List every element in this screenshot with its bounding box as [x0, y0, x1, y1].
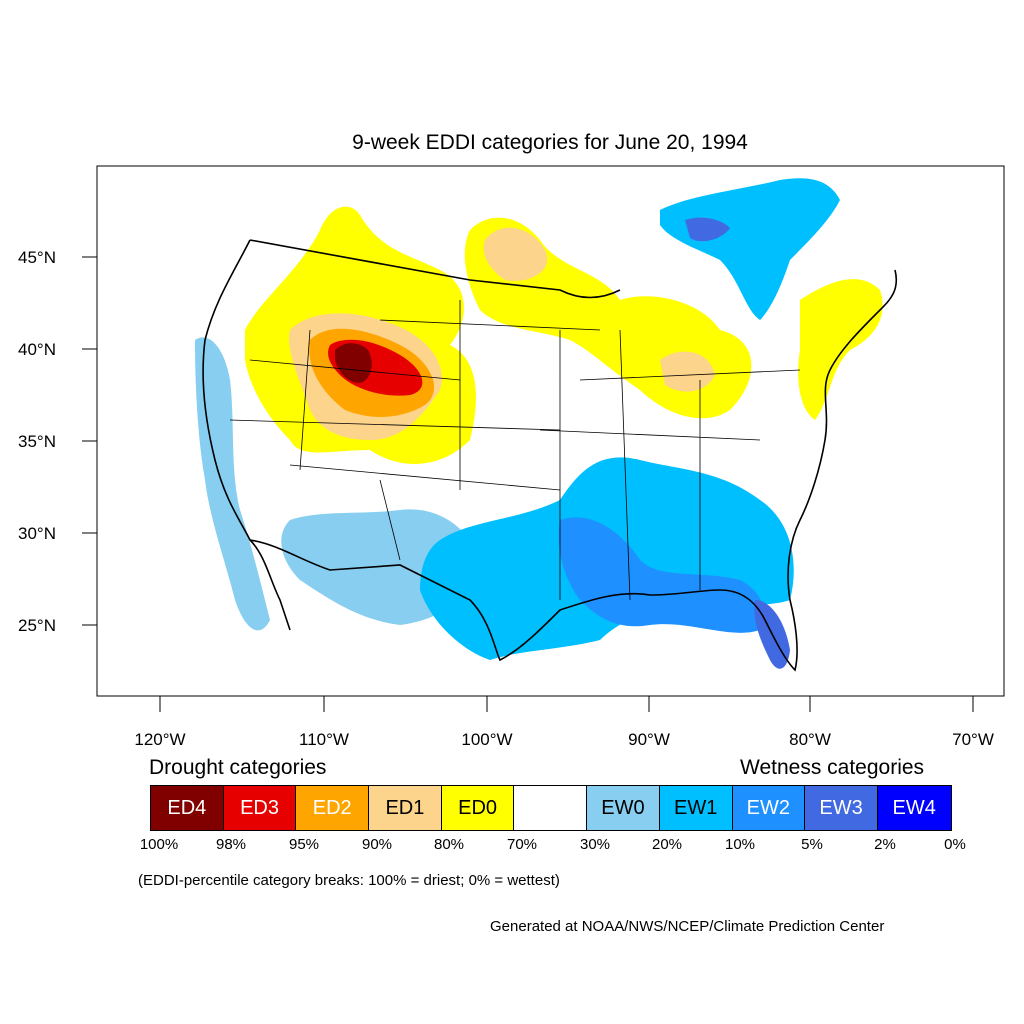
lon-label: 100°W	[461, 730, 512, 749]
legend-box-ew0: EW0	[587, 786, 660, 830]
category-colorbar: ED4 ED3 ED2 ED1 ED0 EW0 EW1 EW2 EW3 EW4	[150, 785, 952, 831]
break-label: 5%	[801, 836, 823, 853]
lon-label: 120°W	[134, 730, 185, 749]
break-label: 2%	[874, 836, 896, 853]
lat-label: 25°N	[18, 616, 56, 635]
break-label: 0%	[944, 836, 966, 853]
break-label: 80%	[433, 836, 465, 853]
legend-box-ed1: ED1	[369, 786, 442, 830]
state-boundaries	[229, 300, 801, 601]
drought-categories-heading: Drought categories	[149, 756, 327, 779]
legend-label: ED2	[312, 796, 352, 819]
lat-label: 35°N	[18, 432, 56, 451]
ew2-region-gulf	[558, 517, 764, 633]
coastline-outline	[202, 239, 898, 672]
lon-label: 80°W	[789, 730, 831, 749]
break-label: 10%	[724, 836, 756, 853]
legend-label: ED1	[385, 796, 425, 819]
legend-label: ED4	[167, 796, 207, 819]
ew3-region-canada	[685, 217, 730, 242]
legend-label: ED0	[458, 796, 498, 819]
break-label: 95%	[288, 836, 320, 853]
legend-box-ed3: ED3	[223, 786, 297, 830]
wetness-categories-heading: Wetness categories	[740, 756, 925, 779]
legend-label: EW4	[892, 796, 936, 819]
lon-label: 90°W	[628, 730, 670, 749]
map-frame	[96, 165, 1005, 697]
break-label: 98%	[215, 836, 247, 853]
legend-label: EW3	[819, 796, 863, 819]
break-label: 90%	[361, 836, 393, 853]
legend-label: EW2	[746, 796, 791, 819]
legend-label: EW1	[673, 796, 718, 819]
category-note: (EDDI-percentile category breaks: 100% =…	[138, 872, 560, 889]
lat-label: 45°N	[18, 248, 56, 267]
lat-label: 30°N	[18, 524, 56, 543]
ed4-region	[335, 343, 372, 383]
legend-label: EW0	[601, 796, 645, 819]
legend-box-ew1: EW1	[659, 786, 733, 830]
longitude-axis: 120°W 110°W 100°W 90°W 80°W 70°W	[134, 696, 994, 749]
legend-box-ew2: EW2	[732, 786, 806, 830]
credit-line: Generated at NOAA/NWS/NCEP/Climate Predi…	[490, 918, 885, 935]
eddi-map: 45°N 40°N 35°N 30°N 25°N 120°W 110°W 100…	[18, 165, 1005, 749]
break-label: 100%	[139, 836, 179, 853]
lon-label: 70°W	[952, 730, 994, 749]
break-label: 20%	[651, 836, 683, 853]
ew1-region-canada	[660, 178, 840, 320]
break-label: 30%	[579, 836, 611, 853]
ed1-region-northcentral	[483, 227, 548, 281]
lat-label: 40°N	[18, 340, 56, 359]
ed1-region-greatlakes	[660, 351, 715, 392]
legend-box-ed2: ED2	[296, 786, 370, 830]
legend-box-ew4: EW4	[877, 786, 951, 830]
legend-box-neutral	[514, 786, 588, 830]
legend-label: ED3	[240, 796, 279, 819]
map-title: 9-week EDDI categories for June 20, 1994	[352, 131, 748, 154]
legend-box-ed0: ED0	[441, 786, 515, 830]
ew0-region-westcoast	[195, 337, 270, 631]
legend-box-ew3: EW3	[805, 786, 878, 830]
ed0-region-northeast	[798, 279, 883, 420]
legend-box-ed4: ED4	[151, 786, 224, 830]
lon-label: 110°W	[299, 730, 349, 749]
latitude-axis: 45°N 40°N 35°N 30°N 25°N	[18, 248, 97, 635]
break-label: 70%	[506, 836, 538, 853]
